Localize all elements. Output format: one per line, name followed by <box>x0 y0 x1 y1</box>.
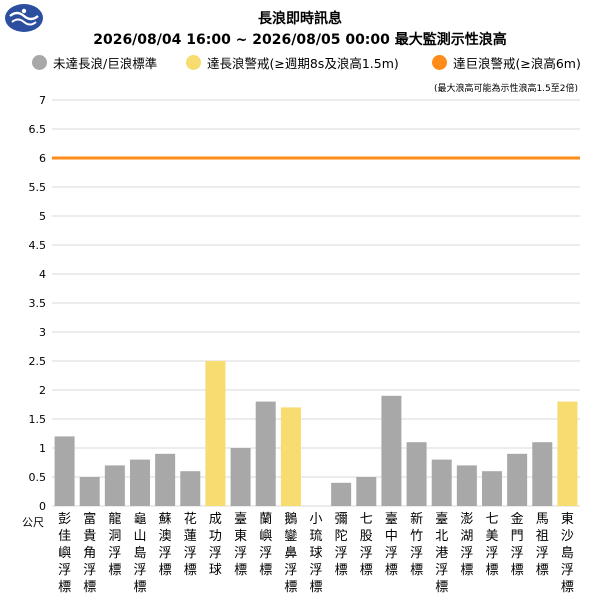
bar <box>205 361 226 506</box>
x-tick-label: 金門浮標 <box>511 511 524 578</box>
x-tick-label: 蘇澳浮標 <box>159 512 172 578</box>
bar <box>381 395 402 506</box>
bar <box>130 459 150 506</box>
chart-legend: 未達長浪/巨浪標準 達長浪警戒(≥週期8s及浪高1.5m) 達巨浪警戒(≥浪高6… <box>0 53 600 73</box>
chart-subtitle: 2026/08/04 16:00 ~ 2026/08/05 00:00 最大監測… <box>93 32 507 48</box>
legend-item-huge-wave-warning: 達巨浪警戒(≥浪高6m) <box>432 53 581 72</box>
bar <box>456 465 477 506</box>
bar <box>280 407 301 506</box>
bar <box>557 401 578 506</box>
x-axis-labels: 彭佳嶼浮標富貴角浮標龍洞浮標龜山島浮標蘇澳浮標花蓮浮標成功浮球臺東浮標蘭嶼浮標鵝… <box>58 511 574 595</box>
x-tick-label: 澎湖浮標 <box>460 512 473 578</box>
y-tick-label: 1 <box>39 442 46 455</box>
bar <box>180 471 201 506</box>
y-tick-label: 6 <box>39 152 46 165</box>
y-tick-label: 1.5 <box>29 413 47 426</box>
y-tick-label: 3.5 <box>29 297 47 310</box>
x-tick-label: 七股浮標 <box>360 512 373 578</box>
y-tick-label: 5.5 <box>29 181 47 194</box>
y-tick-label: 4 <box>39 268 46 281</box>
x-tick-label: 成功浮球 <box>209 512 222 578</box>
y-tick-label: 4.5 <box>29 239 47 252</box>
legend-item-normal: 未達長浪/巨浪標準 <box>32 53 157 72</box>
y-tick-label: 6.5 <box>29 123 47 136</box>
x-tick-label: 新竹浮標 <box>410 511 423 578</box>
x-tick-label: 花蓮浮標 <box>184 511 197 578</box>
bar <box>406 442 427 506</box>
legend-label: 達巨浪警戒(≥浪高6m) <box>453 56 581 71</box>
y-axis-ticks: 0 0.5 1 1.5 2 2.5 3 3.5 4 4.5 5 5.5 6 6.5 7 <box>29 94 47 513</box>
x-tick-label: 龍洞浮標 <box>108 511 121 578</box>
bar <box>431 459 452 506</box>
chart-title: 長浪即時訊息 <box>258 11 342 27</box>
y-axis-unit-label: 公尺 <box>22 516 44 529</box>
legend-dot-icon <box>432 55 447 70</box>
legend-item-swell-warning: 達長浪警戒(≥週期8s及浪高1.5m) <box>186 53 399 72</box>
x-tick-label: 臺中浮標 <box>385 512 398 578</box>
bar <box>155 453 176 506</box>
x-tick-label: 鵝鑾鼻浮標 <box>284 512 297 595</box>
bar <box>331 482 352 506</box>
chart-bars <box>54 361 578 506</box>
x-tick-label: 彭佳嶼浮標 <box>58 512 71 595</box>
x-tick-label: 蘭嶼浮標 <box>259 511 272 578</box>
y-tick-label: 0.5 <box>29 471 47 484</box>
x-tick-label: 小琉球浮標 <box>309 512 322 595</box>
bar <box>104 465 125 506</box>
legend-dot-icon <box>186 55 201 70</box>
legend-label: 未達長浪/巨浪標準 <box>53 56 158 71</box>
x-tick-label: 臺北港浮標 <box>435 512 448 595</box>
bar <box>482 471 502 506</box>
bar <box>230 448 251 506</box>
x-tick-label: 彌陀浮標 <box>335 512 348 578</box>
chart-note: (最大浪高可能為示性浪高1.5至2倍) <box>433 84 578 94</box>
x-tick-label: 七美浮標 <box>485 512 498 578</box>
y-tick-label: 3 <box>39 326 46 339</box>
chart-grid <box>52 99 580 507</box>
bar <box>255 401 276 506</box>
x-tick-label: 富貴角浮標 <box>83 511 96 595</box>
x-tick-label: 臺東浮標 <box>234 512 247 578</box>
bar <box>532 442 553 506</box>
bar <box>507 453 528 506</box>
y-tick-label: 2 <box>39 384 46 397</box>
bar <box>79 477 100 506</box>
bar <box>54 436 75 506</box>
x-tick-label: 龜山島浮標 <box>133 512 146 595</box>
agency-logo-icon <box>4 3 44 33</box>
y-tick-label: 2.5 <box>29 355 47 368</box>
legend-label: 達長浪警戒(≥週期8s及浪高1.5m) <box>207 56 399 71</box>
x-tick-label: 東沙島浮標 <box>561 511 574 595</box>
bar <box>356 477 377 506</box>
legend-dot-icon <box>32 55 47 70</box>
y-tick-label: 5 <box>39 210 46 223</box>
x-tick-label: 馬祖浮標 <box>536 512 549 578</box>
y-tick-label: 7 <box>39 94 46 107</box>
y-tick-label: 0 <box>39 500 46 513</box>
